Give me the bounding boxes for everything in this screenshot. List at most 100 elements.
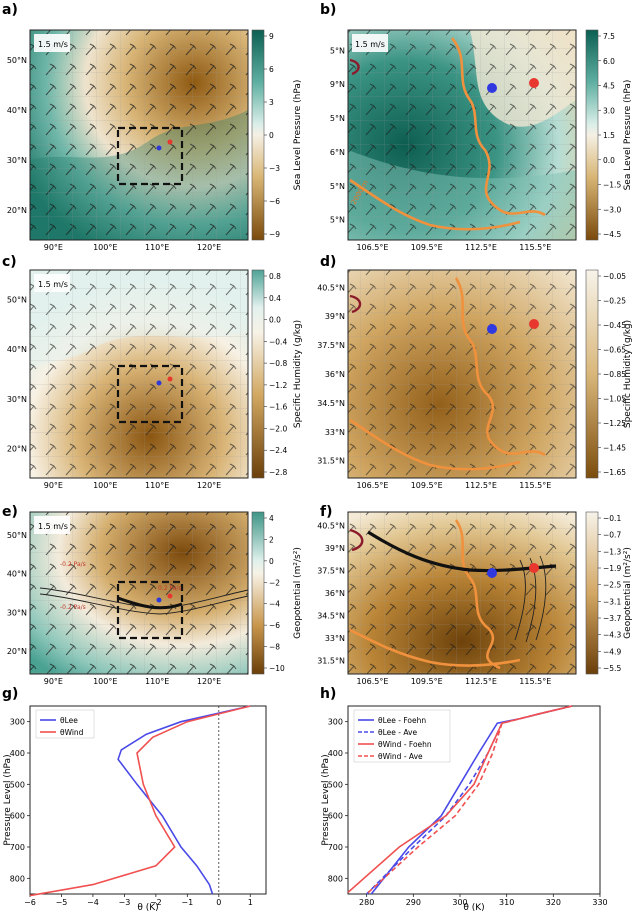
colorbar-tick-b-5: 0.0 (603, 156, 615, 165)
colorbar-tick-d-4: −0.85 (603, 370, 626, 379)
map-e-grid (30, 512, 248, 674)
colorbar-tick-c-1: 0.4 (269, 294, 281, 303)
x-ticks-f: 106.5°E 109.5°E 112.5°E 115.5°E (356, 677, 551, 686)
scale-box-b (352, 34, 388, 52)
colorbar-tick-c-5: −1.2 (269, 381, 287, 390)
ytick-plot-g-5: 800 (10, 874, 25, 883)
y-tick-d-2: 37.5°N (317, 341, 345, 350)
x-tick-b-1: 109.5°E (411, 243, 443, 252)
colorbar-tick-d-0: −0.05 (603, 272, 626, 281)
colorbar-tick-a-1: 6 (269, 65, 274, 74)
pa-label-1: -0.2 Pa/s (60, 561, 86, 568)
y-tick-b-0: 5°N (330, 46, 345, 55)
y-tick-a-3: 20°N (7, 206, 27, 215)
x-tick-a-3: 120°E (197, 243, 221, 252)
y-tick-e-3: 20°N (7, 647, 27, 656)
colorbar-label-a: Sea Level Pressure (hPa) (293, 80, 303, 191)
x-tick-f-0: 106.5°E (356, 677, 388, 686)
scale-label-c: 1.5 m/s (38, 280, 68, 289)
x-ticks-e: 90°E 100°E 110°E 120°E (44, 677, 221, 686)
colorbar-tick-a-4: −3 (269, 164, 280, 173)
y-tick-d-3: 36°N (325, 370, 345, 379)
panel-a: a) 1.5 m/s 50°N 40°N 30°N 20°N 90°E 100°E 110… (2, 2, 303, 252)
colorbar-tick-d-1: −0.25 (603, 297, 626, 306)
map-a-wind-point (167, 139, 173, 145)
scale-label-a: 1.5 m/s (38, 40, 68, 49)
y-tick-c-1: 40°N (7, 345, 27, 354)
panel-h: h) 280 290 300 310 320 330 300 400 500 600 700 800 θ… (320, 686, 608, 913)
y-tick-f-5: 33°N (325, 634, 345, 643)
map-b-terrain-contour-2 (349, 178, 521, 231)
colorbar-tick-f-2: −1.3 (603, 547, 621, 556)
colorbar-tick-c-3: −0.4 (269, 337, 287, 346)
colorbar-ticks-e: 4 2 0 −2 −4 −6 −8 −10 (264, 514, 285, 673)
colorbar-tick-c-0: 0.8 (269, 272, 281, 281)
colorbar-tick-e-1: 2 (269, 535, 274, 544)
colorbar-tick-a-5: −6 (269, 197, 280, 206)
colorbar-ticks-c: 0.8 0.4 0.0 −0.4 −0.8 −1.2 −1.6 −2.0 −2.4 −2.8 (264, 272, 287, 477)
map-c-lee-point (156, 380, 162, 386)
x-tick-c-0: 90°E (44, 481, 63, 490)
y-tick-a-1: 40°N (7, 106, 27, 115)
scale-box-c (34, 274, 70, 292)
map-e-lee-point (156, 597, 162, 603)
x-tick-c-1: 100°E (93, 481, 117, 490)
colorbar-tick-f-3: −1.9 (603, 564, 621, 573)
colorbar-tick-c-9: −2.8 (269, 468, 287, 477)
panel-d: d) 40.5°N39°N37.5°N36°N34.5°N33°N31.5°N … (317, 254, 633, 490)
colorbar-label-e: Geopotential (m²/s²) (293, 547, 303, 639)
map-d-wind-point (529, 319, 539, 329)
map-a-grid (30, 30, 248, 240)
map-d-terrain-contour-2 (349, 418, 521, 471)
x-tick-c-2: 110°E (145, 481, 169, 490)
y-tick-d-4: 34.5°N (317, 399, 345, 408)
x-ticks-b: 106.5°E 109.5°E 112.5°E 115.5°E (356, 243, 551, 252)
colorbar-tick-f-4: −2.5 (603, 581, 621, 590)
y-ticks-d: 40.5°N 39°N 37.5°N 36°N 34.5°N 33°N 31.5°N (317, 283, 345, 465)
map-d-terrain-contour-1 (454, 277, 546, 457)
colorbar-tick-c-4: −0.8 (269, 359, 287, 368)
colorbar-tick-f-8: −4.9 (603, 647, 621, 656)
panel-label-h: h) (320, 686, 336, 702)
y-tick-c-3: 20°N (7, 444, 27, 453)
ytick-plot-h-0: 300 (328, 718, 343, 727)
ytick-plot-g-3: 600 (10, 812, 25, 821)
map-d-high-contour (349, 294, 362, 314)
colorbar-tick-d-8: −1.65 (603, 468, 626, 477)
colorbar-label-b: Sea Level Pressure (hPa) (623, 80, 633, 191)
scale-box-a (34, 34, 70, 52)
map-f-terrain-contour-2 (349, 628, 521, 667)
x-tick-b-0: 106.5°E (356, 243, 388, 252)
x-tick-d-2: 112.5°E (465, 481, 497, 490)
scale-label-e: 1.5 m/s (38, 522, 68, 531)
legend-label-plot-h-1: θLee - Ave (378, 728, 417, 737)
panel-b: b) 2000 m 1.5 m/s 5°N9°N5°N6°N5°N5°N 106… (320, 2, 633, 252)
legend-plot-g (35, 709, 95, 739)
series-line-plot-g-1 (29, 705, 251, 897)
y-tick-c-0: 50°N (7, 296, 27, 305)
panel-e: e) -0.2 Pa/s -0.2 Pa/s 0.2 Pa/s 1.5 m/s … (2, 504, 303, 686)
legend-label-plot-g-1: θWind (60, 728, 84, 737)
colorbar-tick-f-7: −4.3 (603, 631, 621, 640)
xtick-plot-g-7: 1 (248, 898, 253, 907)
ytick-plot-h-3: 600 (328, 812, 343, 821)
colorbar-tick-b-7: −3.0 (603, 205, 621, 214)
map-a-lee-point (156, 145, 162, 151)
series-line-plot-h-3 (366, 705, 573, 895)
ytick-plot-g-4: 700 (10, 843, 25, 852)
colorbar-tick-e-6: −8 (269, 643, 280, 652)
ytick-plot-g-0: 300 (10, 718, 25, 727)
panel-c: c) 1.5 m/s 50°N 40°N 30°N 20°N 90°E 100°E 110… (2, 254, 303, 490)
colorbar-tick-d-5: −1.05 (603, 395, 626, 404)
map-c-wind-point (167, 376, 173, 382)
x-ticks-a: 90°E 100°E 110°E 120°E (44, 243, 221, 252)
ytick-plot-h-2: 500 (328, 780, 343, 789)
map-d-lee-point (487, 324, 497, 334)
y-tick-d-6: 31.5°N (317, 457, 345, 466)
map-f-wind-point (529, 563, 539, 573)
legend-label-plot-h-2: θWind - Foehn (378, 740, 432, 749)
map-d-frame (347, 269, 577, 479)
map-c-frame (29, 269, 249, 479)
xtick-plot-h-3: 310 (499, 898, 514, 907)
